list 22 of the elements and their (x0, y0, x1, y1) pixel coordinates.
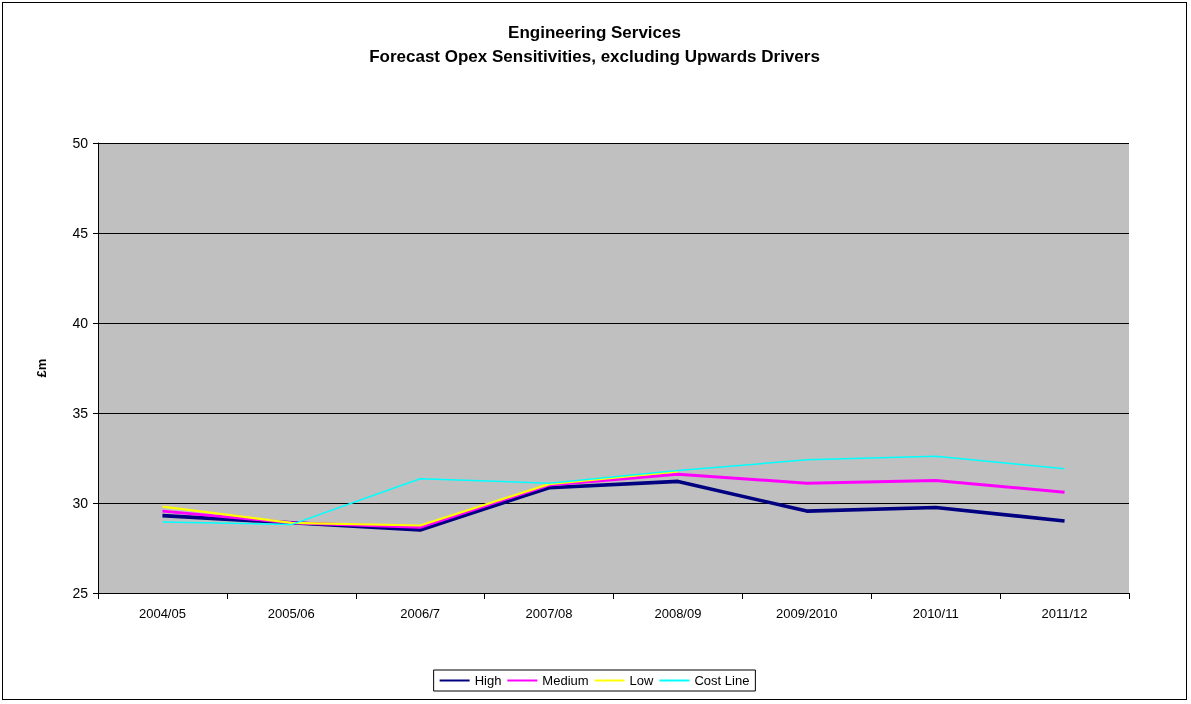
x-tick-label: 2006/7 (400, 606, 441, 621)
y-tick-label: 50 (72, 135, 89, 151)
legend-label: Medium (542, 673, 589, 688)
y-tick-label: 25 (72, 585, 89, 601)
x-tick-label: 2004/05 (138, 606, 186, 621)
y-axis-title: £m (34, 358, 49, 378)
legend-label: Low (629, 673, 655, 688)
y-tick-label: 35 (72, 405, 89, 421)
line-series (161, 455, 1066, 526)
y-tick-label: 45 (72, 225, 89, 241)
y-tick-label: 40 (72, 315, 89, 331)
x-tick-label: 2007/08 (525, 606, 573, 621)
x-tick-label: 2010/11 (912, 606, 959, 621)
line-series (161, 470, 680, 527)
y-tick-label: 30 (72, 495, 89, 511)
x-tick-label: 2011/12 (1041, 606, 1088, 621)
x-tick-label: 2009/2010 (776, 606, 838, 621)
chart-title: Engineering Services Forecast Opex Sensitivities, excluding Upwards Drivers (369, 22, 820, 66)
x-tick-label: 2008/09 (654, 606, 702, 621)
x-tick-label: 2005/06 (267, 606, 315, 621)
legend-label: Cost Line (694, 673, 750, 688)
legend-label: High (474, 673, 502, 688)
